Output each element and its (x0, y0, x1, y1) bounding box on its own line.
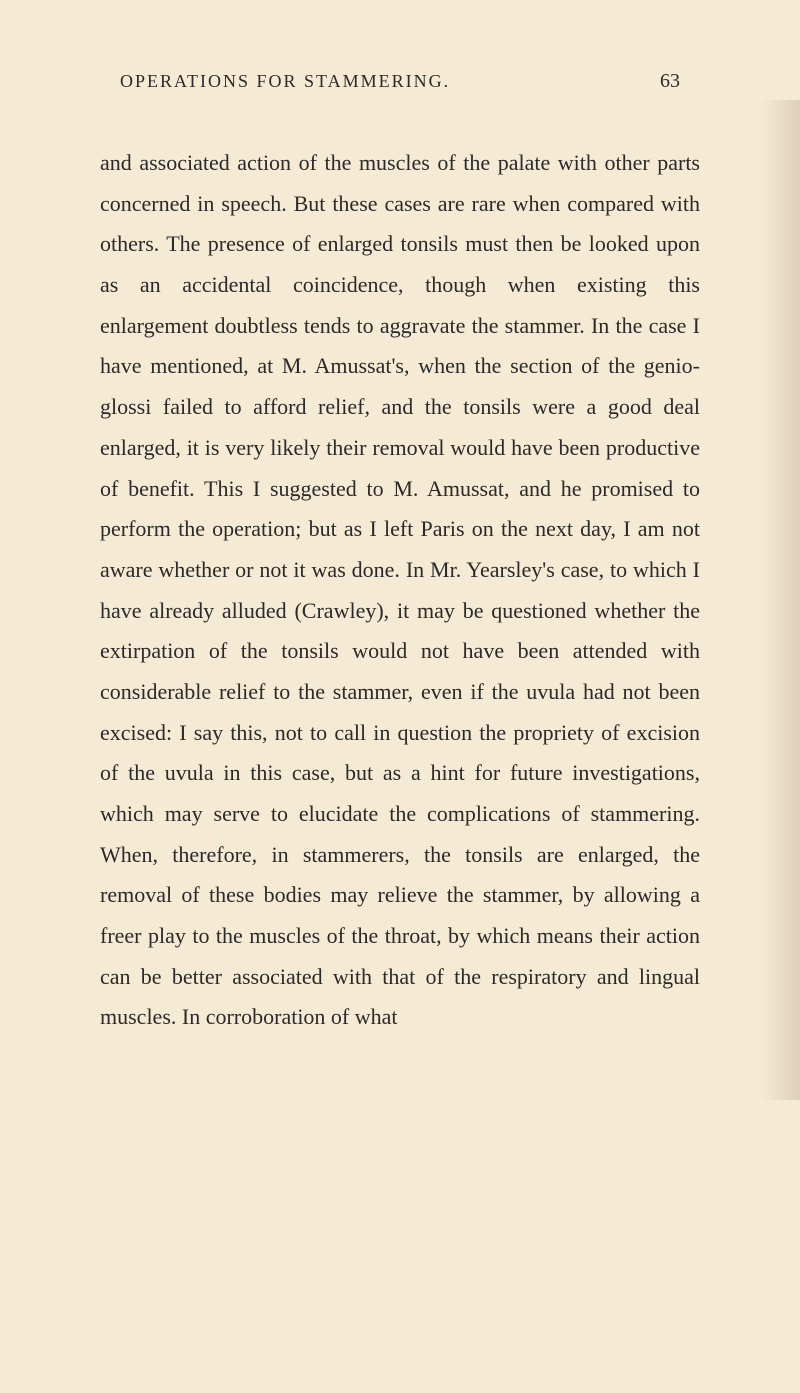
page-edge-shadow (760, 100, 800, 1100)
document-page: OPERATIONS FOR STAMMERING. 63 and associ… (0, 0, 800, 1393)
page-header: OPERATIONS FOR STAMMERING. 63 (100, 70, 700, 93)
body-text-block: and associated action of the muscles of … (100, 143, 700, 1038)
running-title: OPERATIONS FOR STAMMERING. (120, 71, 450, 92)
page-number: 63 (660, 70, 680, 93)
body-paragraph: and associated action of the muscles of … (100, 143, 700, 1038)
